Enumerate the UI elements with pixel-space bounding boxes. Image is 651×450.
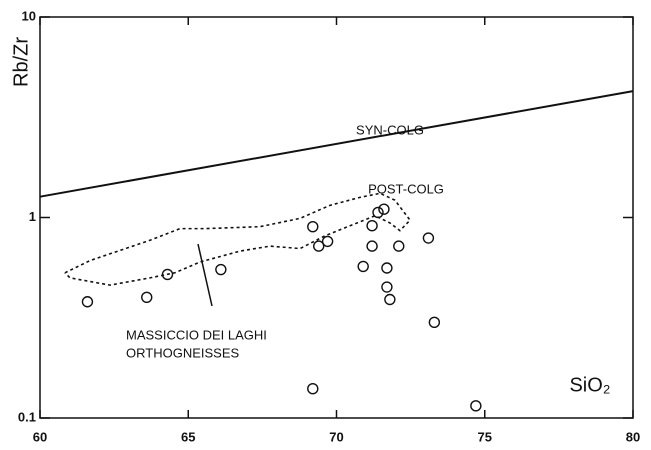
x-tick-label: 70 (329, 429, 343, 444)
data-point (422, 232, 435, 244)
data-point (307, 383, 319, 395)
data-point (161, 268, 174, 281)
y-tick-label: 0.1 (18, 409, 36, 424)
data-point (393, 240, 405, 252)
data-point (470, 400, 482, 412)
field-outline (64, 192, 412, 286)
data-point (357, 260, 369, 273)
data-point (366, 240, 378, 252)
data-point (215, 263, 227, 276)
x-tick-label: 75 (478, 429, 492, 444)
region-label: POST-COLG (368, 181, 444, 196)
boundary-line (39, 90, 634, 198)
x-tick-label: 80 (626, 429, 640, 444)
leader-line (197, 243, 213, 307)
data-point (141, 291, 153, 303)
y-tick-label: 1 (29, 209, 36, 224)
data-point (366, 220, 378, 232)
region-label: SYN-COLG (356, 122, 424, 137)
x-axis-label: SiO₂ (569, 374, 610, 396)
field-label: MASSICCIO DEI LAGHI (126, 327, 267, 342)
field-label: ORTHOGNEISSES (126, 345, 240, 360)
y-axis-label: Rb/Zr (10, 37, 32, 87)
data-point (321, 235, 334, 248)
x-tick-label: 60 (33, 429, 47, 444)
data-point (372, 206, 384, 219)
data-point (428, 316, 441, 329)
data-point (313, 240, 325, 252)
data-point (381, 281, 393, 293)
y-tick-label: 10 (22, 8, 36, 23)
data-point (81, 296, 94, 308)
x-tick-label: 65 (181, 429, 195, 444)
data-point (307, 220, 319, 233)
data-point (381, 262, 393, 274)
data-point (378, 203, 390, 215)
data-point (384, 293, 396, 306)
